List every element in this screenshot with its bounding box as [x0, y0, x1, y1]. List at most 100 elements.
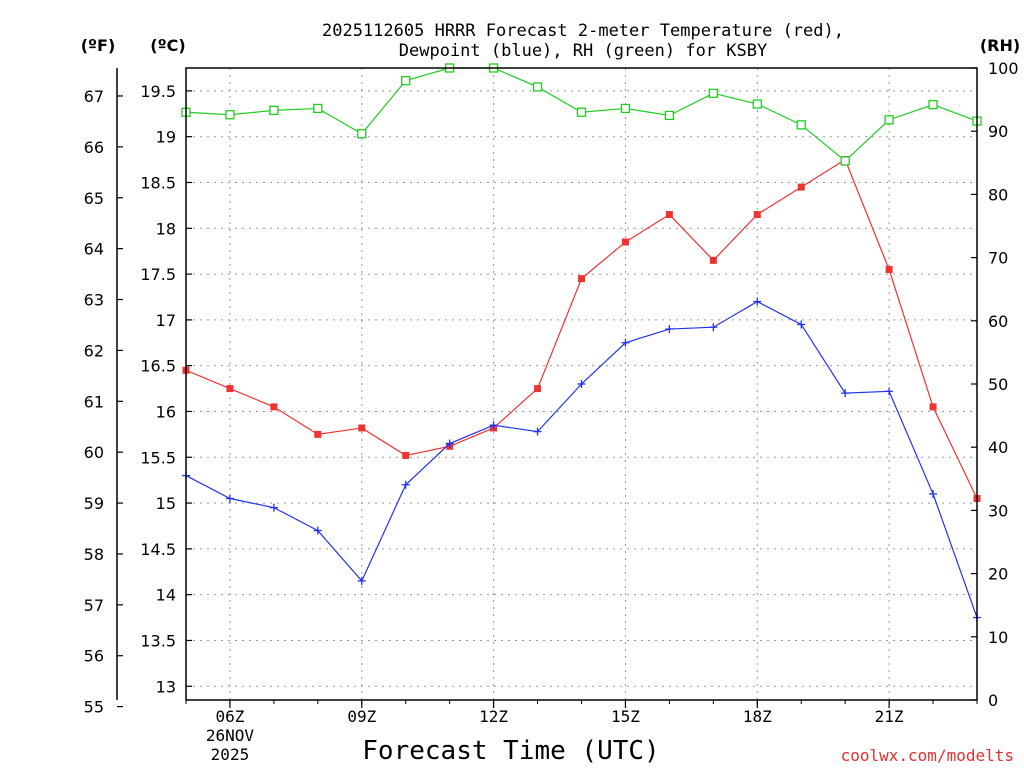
rh-point	[357, 129, 367, 139]
rh-point	[620, 103, 631, 114]
celsius-tick-label: 17.5	[140, 265, 176, 284]
fahrenheit-axis: 55 56 57 58 59 60 61 62 63 64 65 66 67	[84, 68, 123, 717]
celsius-tick-label: 19.5	[140, 82, 176, 101]
series-temperature	[182, 156, 981, 502]
dewpoint-point	[357, 576, 366, 585]
temperature-point	[270, 403, 278, 411]
celsius-tick-label: 18.5	[140, 173, 176, 192]
series-layer	[181, 63, 982, 622]
rh-point	[752, 99, 762, 109]
temperature-point	[797, 183, 805, 191]
celsius-tick-label: 13	[156, 677, 176, 696]
celsius-tick-label: 19	[156, 128, 176, 147]
temperature-point	[578, 275, 585, 283]
temperature-point	[314, 430, 322, 438]
rh-point	[401, 75, 411, 86]
fahrenheit-tick-label: 65	[84, 189, 104, 208]
rh-tick-label: 70	[988, 249, 1008, 268]
rh-point	[576, 107, 587, 117]
rh-tick-label: 20	[988, 565, 1008, 584]
fahrenheit-tick-label: 66	[84, 138, 104, 157]
rh-point	[313, 103, 323, 114]
x-tick-label: 06Z	[215, 707, 244, 726]
temperature-point	[358, 424, 366, 432]
celsius-tick-label: 15.5	[140, 448, 176, 467]
rh-point	[884, 115, 894, 125]
dewpoint-point	[841, 389, 850, 398]
fahrenheit-tick-label: 58	[84, 545, 104, 564]
celsius-tick-label: 16.5	[140, 357, 176, 376]
dewpoint-point	[577, 380, 586, 388]
temperature-point	[402, 451, 410, 459]
dewpoint-point	[401, 480, 410, 489]
dewpoint-point	[269, 503, 278, 512]
fahrenheit-tick-label: 59	[84, 494, 104, 513]
x-tick-label: 21Z	[875, 707, 904, 726]
temperature-point	[665, 211, 673, 219]
temperature-point	[929, 403, 937, 411]
rh-tick-label: 90	[988, 122, 1008, 141]
rh-point	[928, 100, 938, 110]
temperature-point	[621, 238, 629, 246]
dewpoint-point	[445, 439, 454, 448]
plot-frame	[185, 67, 978, 701]
chart-title-line2: Dewpoint (blue), RH (green) for KSBY	[399, 41, 767, 61]
rh-tick-label: 60	[988, 312, 1008, 331]
x-tick-label: 12Z	[479, 707, 508, 726]
dewpoint-point	[929, 489, 938, 498]
rh-tick-label: 50	[988, 375, 1008, 394]
temperature-point	[534, 385, 542, 393]
rh-point	[225, 110, 235, 120]
dewpoint-point	[533, 427, 542, 436]
dewpoint-point	[665, 325, 674, 334]
dewpoint-point	[797, 320, 806, 329]
dewpoint-line	[185, 300, 978, 618]
series-dewpoint	[182, 297, 981, 622]
rh-point	[664, 110, 675, 121]
dewpoint-point	[753, 297, 762, 306]
rh-point	[269, 105, 279, 115]
fahrenheit-tick-label: 67	[84, 87, 104, 106]
celsius-tick-label: 18	[156, 219, 176, 238]
x-tick-date: 26NOV	[206, 726, 255, 745]
celsius-tick-label: 16	[156, 402, 176, 421]
rh-tick-label: 0	[988, 691, 998, 710]
x-tick-label: 15Z	[611, 707, 640, 726]
celsius-tick-label: 15	[156, 494, 176, 513]
dewpoint-point	[885, 387, 894, 396]
dewpoint-point	[709, 323, 718, 332]
x-tick-label: 18Z	[743, 707, 772, 726]
chart-title-line1: 2025112605 HRRR Forecast 2-meter Tempera…	[322, 21, 844, 41]
rh-tick-label: 30	[988, 501, 1008, 520]
fahrenheit-tick-label: 61	[84, 392, 104, 411]
rh-unit-label: (RH)	[980, 36, 1020, 55]
fahrenheit-tick-label: 55	[84, 698, 104, 717]
temperature-point	[753, 211, 761, 219]
fahrenheit-tick-label: 60	[84, 443, 104, 462]
celsius-tick-label: 17	[156, 311, 176, 330]
fahrenheit-tick-label: 56	[84, 647, 104, 666]
rh-point	[708, 88, 718, 98]
rh-tick-label: 10	[988, 628, 1008, 647]
x-tick-label: 09Z	[347, 707, 376, 726]
dewpoint-point	[621, 338, 630, 347]
temperature-point	[226, 385, 234, 393]
dewpoint-point	[313, 526, 322, 535]
x-axis-label: Forecast Time (UTC)	[362, 736, 659, 766]
celsius-axis: 13 13.5 14 14.5 15 15.5 16 16.5 17 17.5 18 18.5 19 19…	[140, 82, 192, 696]
rh-point	[840, 156, 850, 166]
series-rh	[181, 63, 982, 166]
fahrenheit-tick-label: 57	[84, 596, 104, 615]
celsius-tick-label: 13.5	[140, 631, 176, 650]
temperature-point	[885, 266, 893, 274]
fahrenheit-unit-label: (ºF)	[81, 36, 116, 55]
fahrenheit-tick-label: 62	[84, 341, 104, 360]
rh-tick-label: 100	[988, 59, 1019, 78]
celsius-tick-label: 14	[156, 586, 176, 605]
x-tick-year: 2025	[211, 745, 250, 764]
watermark: coolwx.com/modelts	[841, 746, 1014, 765]
temperature-point	[709, 256, 717, 264]
dewpoint-point	[225, 494, 234, 503]
